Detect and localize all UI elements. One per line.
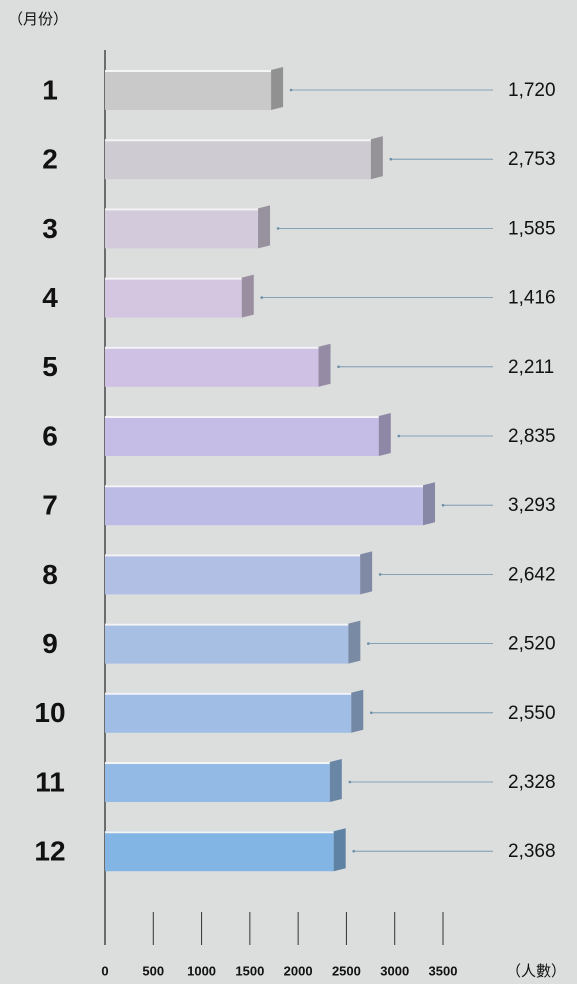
bar (105, 208, 259, 249)
value-label: 2,642 (508, 564, 556, 585)
bar (105, 623, 349, 664)
value-label: 2,753 (508, 149, 556, 170)
leader-dot (352, 849, 355, 853)
bar (105, 762, 330, 802)
value-label: 2,520 (508, 634, 556, 655)
bar (105, 277, 242, 318)
leader-dot (389, 157, 393, 161)
leader-dot (276, 227, 280, 230)
y-tick-label: 7 (42, 490, 58, 521)
y-axis-label: （月份） (8, 11, 68, 28)
leader-dot (397, 434, 401, 438)
leader-dot (369, 711, 373, 715)
bar (105, 485, 424, 526)
leader-dot (337, 365, 340, 369)
bar-side (370, 136, 383, 180)
bar-side (348, 620, 361, 664)
x-tick-label: 3500 (429, 963, 458, 978)
bar-side (360, 551, 373, 595)
value-label: 1,720 (508, 80, 556, 101)
y-tick-label: 9 (42, 628, 58, 659)
bar-side (423, 482, 436, 526)
leader-dot (367, 642, 370, 645)
value-label: 1,416 (508, 288, 556, 309)
bar (105, 554, 361, 595)
leader-dot (378, 573, 382, 576)
x-tick-label: 2500 (332, 963, 361, 978)
y-tick-label: 1 (42, 74, 58, 105)
x-tick-label: 1000 (187, 963, 216, 978)
bar (105, 70, 272, 110)
value-label: 1,585 (508, 218, 556, 239)
y-tick-label: 5 (42, 351, 58, 382)
leader-dot (441, 503, 445, 507)
leader-dot (348, 780, 352, 784)
y-tick-label: 12 (34, 836, 65, 867)
x-axis-label: （人數） (506, 963, 566, 980)
x-tick-label: 2000 (284, 963, 313, 978)
x-tick-label: 3000 (380, 963, 409, 978)
y-tick-label: 11 (35, 766, 65, 797)
leader-dot (260, 296, 264, 299)
y-tick-label: 3 (42, 213, 58, 244)
x-tick-label: 1500 (235, 963, 264, 978)
x-tick-label: 500 (142, 963, 164, 978)
bar-side (351, 689, 364, 733)
y-tick-label: 2 (42, 144, 58, 175)
bar (105, 692, 352, 733)
bar-side (378, 413, 391, 456)
y-tick-label: 8 (42, 559, 58, 590)
y-tick-label: 4 (42, 282, 58, 313)
value-label: 2,550 (508, 703, 556, 724)
y-tick-label: 10 (34, 697, 65, 728)
bar-side (333, 828, 346, 872)
value-label: 2,328 (508, 772, 556, 793)
x-tick-label: 0 (101, 963, 108, 978)
bar-side (241, 274, 254, 318)
bar (105, 346, 319, 387)
bar-side (318, 343, 331, 387)
leader-dot (289, 88, 293, 92)
bar (105, 139, 371, 180)
bar (105, 831, 334, 872)
value-label: 2,835 (508, 426, 556, 447)
value-label: 2,211 (508, 357, 554, 378)
bar-side (329, 759, 342, 802)
bar (105, 416, 379, 456)
bar-side (271, 67, 284, 110)
y-tick-label: 6 (42, 420, 58, 451)
value-label: 3,293 (508, 495, 556, 516)
bar-side (258, 205, 271, 249)
value-label: 2,368 (508, 841, 556, 862)
